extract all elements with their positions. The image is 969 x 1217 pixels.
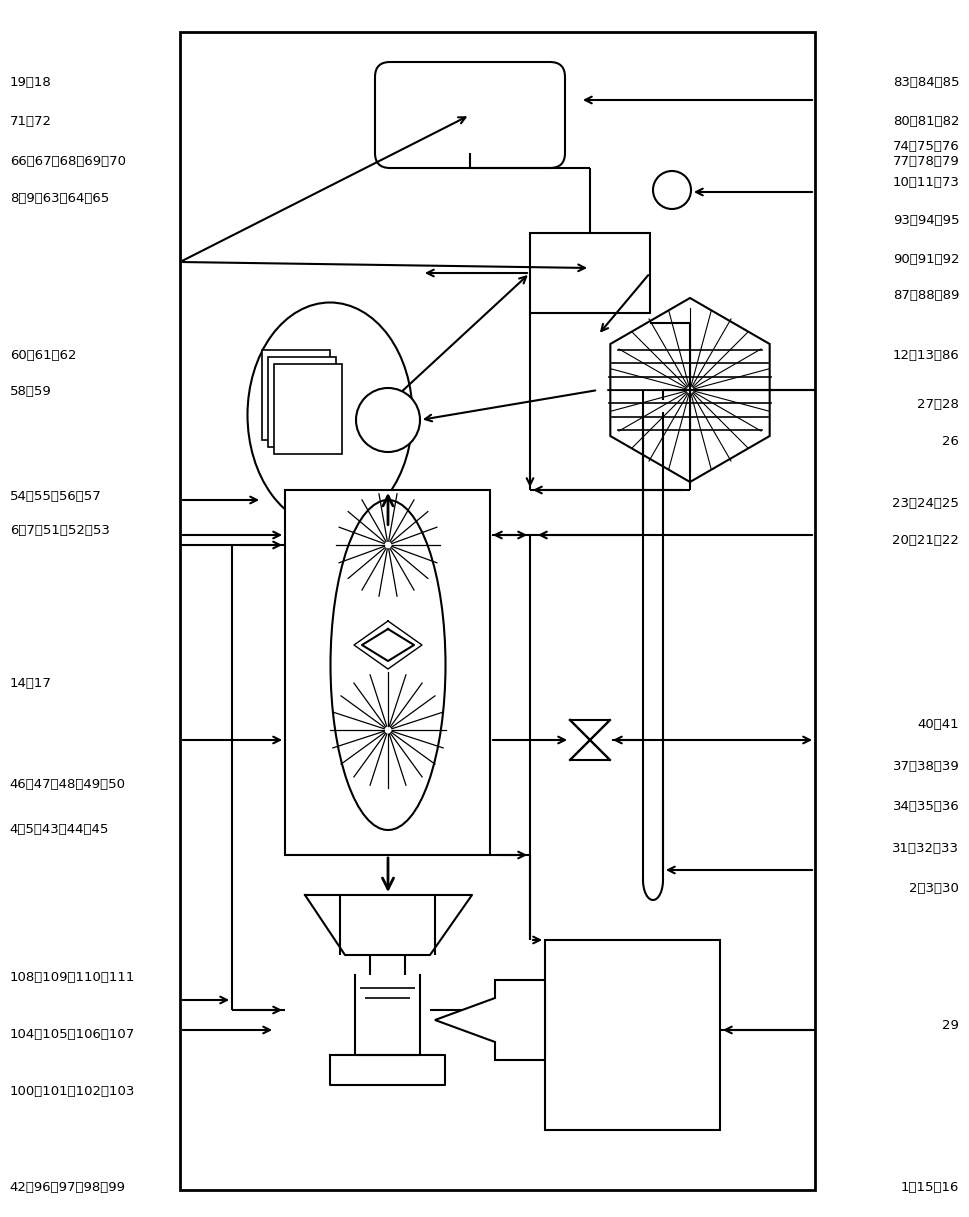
- Text: 46、47、48、49、50: 46、47、48、49、50: [10, 779, 126, 791]
- Text: 108、109、110、111: 108、109、110、111: [10, 971, 135, 983]
- Text: 58、59: 58、59: [10, 386, 51, 398]
- Text: 29: 29: [943, 1020, 959, 1032]
- Text: 66、67、68、69、70: 66、67、68、69、70: [10, 156, 126, 168]
- Text: 2、3、30: 2、3、30: [910, 882, 959, 894]
- Text: 74、75、76: 74、75、76: [892, 140, 959, 152]
- Text: 42、96、97、98、99: 42、96、97、98、99: [10, 1182, 126, 1194]
- Text: 104、105、106、107: 104、105、106、107: [10, 1028, 135, 1041]
- Text: 27、28: 27、28: [918, 398, 959, 410]
- Bar: [180, 32, 815, 1190]
- Text: 26: 26: [943, 436, 959, 448]
- Text: 90、91、92: 90、91、92: [892, 253, 959, 265]
- Bar: [268, 357, 336, 447]
- Text: 8、9、63、64、65: 8、9、63、64、65: [10, 192, 109, 204]
- Text: 87、88、89: 87、88、89: [893, 290, 959, 302]
- Text: 40、41: 40、41: [918, 718, 959, 730]
- Text: 34、35、36: 34、35、36: [892, 801, 959, 813]
- Text: 77、78、79: 77、78、79: [892, 156, 959, 168]
- Bar: [262, 350, 330, 441]
- Text: 54、55、56、57: 54、55、56、57: [10, 490, 102, 503]
- Text: 93、94、95: 93、94、95: [892, 214, 959, 226]
- Bar: [545, 940, 720, 1131]
- Text: 19、18: 19、18: [10, 77, 51, 89]
- Text: 20、21、22: 20、21、22: [892, 534, 959, 546]
- Text: 4、5、43、44、45: 4、5、43、44、45: [10, 824, 109, 836]
- Text: 12、13、86: 12、13、86: [892, 349, 959, 361]
- Ellipse shape: [247, 303, 413, 527]
- Text: 6、7、51、52、53: 6、7、51、52、53: [10, 525, 109, 537]
- Text: 71、72: 71、72: [10, 116, 51, 128]
- Circle shape: [638, 375, 668, 405]
- Text: 83、84、85: 83、84、85: [892, 77, 959, 89]
- Bar: [530, 232, 650, 313]
- Polygon shape: [610, 298, 769, 482]
- Text: 10、11、73: 10、11、73: [892, 176, 959, 189]
- Text: 14、17: 14、17: [10, 678, 51, 690]
- Text: 37、38、39: 37、38、39: [892, 761, 959, 773]
- Circle shape: [356, 388, 420, 452]
- Bar: [274, 364, 342, 454]
- Text: 80、81、82: 80、81、82: [892, 116, 959, 128]
- Text: 31、32、33: 31、32、33: [892, 842, 959, 854]
- Ellipse shape: [330, 500, 446, 830]
- Text: 1、15、16: 1、15、16: [901, 1182, 959, 1194]
- Text: 60、61、62: 60、61、62: [10, 349, 77, 361]
- Bar: [285, 490, 490, 856]
- Text: 23、24、25: 23、24、25: [892, 498, 959, 510]
- Text: 100、101、102、103: 100、101、102、103: [10, 1086, 135, 1098]
- Polygon shape: [435, 980, 545, 1060]
